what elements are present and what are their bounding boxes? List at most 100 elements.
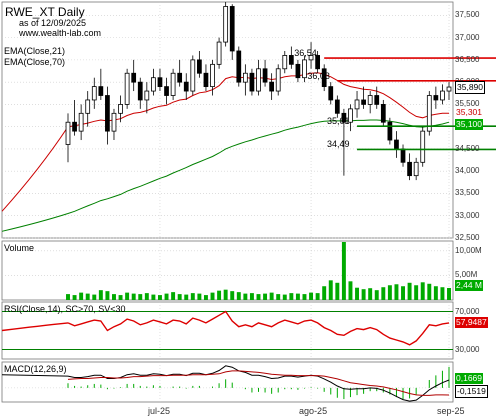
candle-body [420, 130, 426, 163]
candle-body [354, 99, 360, 110]
volume-bar [407, 282, 412, 300]
candle-body [242, 72, 248, 83]
volume-bar [348, 281, 353, 300]
candle-body [407, 161, 412, 177]
volume-bar [401, 286, 405, 300]
volume-bar [125, 292, 130, 300]
volume-bar [203, 295, 208, 300]
price-tick-label: 35,500 [455, 99, 480, 109]
candle-body [197, 59, 202, 74]
volume-bar [85, 293, 90, 300]
volume-bar [230, 291, 235, 300]
price-tick-label: 37,500 [455, 10, 480, 20]
candle-body [203, 72, 209, 88]
candle [440, 84, 445, 105]
candle-body [328, 86, 334, 101]
price-tick-label: 34,500 [455, 143, 480, 153]
ema21-leadin [1, 126, 69, 212]
rsi-value-badge: 57,9487 [455, 316, 488, 328]
volume-bar [92, 294, 97, 300]
volume-bar [171, 292, 176, 300]
ema70-value-badge: 35,100 [455, 119, 483, 131]
candle [380, 99, 386, 127]
level-label: 36,03 [307, 70, 330, 81]
candle [420, 126, 426, 167]
volume-bar [355, 287, 360, 300]
candle [367, 91, 373, 114]
volume-bar [118, 295, 123, 300]
candle [354, 91, 360, 118]
candle [210, 59, 215, 96]
chart-date: as of 12/09/2025 [19, 18, 87, 28]
macd-signal-line [67, 370, 450, 396]
volume-bar [447, 288, 451, 300]
candle-body [78, 112, 84, 132]
candle [177, 59, 183, 87]
candle [256, 59, 261, 96]
candle [144, 82, 150, 114]
candle-body [426, 95, 432, 132]
candle [118, 95, 123, 123]
candle [91, 77, 97, 109]
volume-bar [381, 287, 386, 300]
candle [203, 64, 209, 92]
candle [223, 2, 229, 47]
candle-body [334, 99, 340, 114]
volume-bar [197, 293, 202, 300]
candle-body [91, 86, 97, 101]
candle [426, 91, 432, 136]
volume-bar [177, 294, 182, 300]
ema21-value-badge: 35,301 [455, 107, 483, 119]
candle-body [446, 86, 452, 92]
candle-body [183, 81, 189, 92]
price-tick-label: 32,500 [455, 233, 480, 242]
price-pane [1, 2, 496, 239]
volume-bar [341, 242, 346, 300]
chart-title: RWE_XT Daily [5, 5, 85, 19]
volume-bar [328, 280, 333, 300]
volume-bar [361, 289, 366, 300]
volume-bar [157, 295, 162, 300]
candle-body [105, 95, 110, 132]
rsi-tick-label: 70,000 [455, 306, 480, 316]
ema21-label: EMA(Close,21) [4, 46, 66, 56]
candle [85, 91, 91, 127]
candle-body [308, 55, 314, 61]
x-tick-label: jul-25 [147, 406, 170, 416]
candle-body [440, 90, 445, 101]
volume-bar [105, 291, 110, 300]
macd-leadin [1, 374, 69, 377]
candle [282, 50, 288, 74]
candle [137, 77, 143, 109]
candle-body [236, 50, 242, 83]
candle-body [413, 161, 419, 177]
candle [361, 86, 366, 109]
ema70-label: EMA(Close,70) [4, 57, 66, 67]
volume-title: Volume [4, 243, 35, 253]
candle-body [348, 108, 353, 123]
x-tick-label: ago-25 [299, 406, 328, 416]
volume-bar [335, 282, 340, 300]
macd-pane [1, 365, 453, 402]
candle [348, 104, 353, 132]
candle [308, 42, 314, 69]
volume-bar [223, 289, 228, 300]
candle-body [144, 90, 150, 101]
candle [105, 86, 110, 145]
volume-bar [263, 293, 268, 300]
ema70-leadin [1, 213, 69, 232]
macd-title: MACD(12,26,9) [4, 364, 67, 374]
close-value-badge: 35,890 [455, 81, 485, 95]
candle [216, 37, 222, 69]
candle [407, 153, 412, 181]
candle [190, 55, 196, 96]
volume-bar [112, 294, 116, 300]
volume-bar [98, 290, 103, 300]
volume-bar [210, 292, 215, 300]
volume-bar [394, 284, 399, 300]
candle-body [131, 72, 137, 83]
level-label: 36,54 [294, 48, 317, 59]
candle [433, 86, 439, 109]
volume-bar [315, 293, 320, 300]
volume-bar [368, 288, 373, 300]
